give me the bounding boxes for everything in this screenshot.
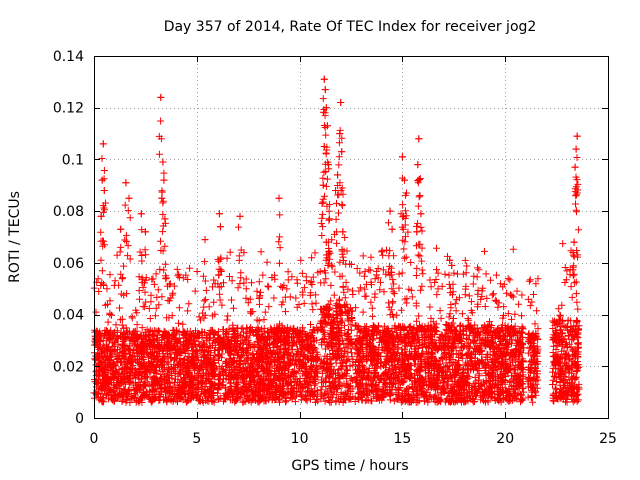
y-tick-label: 0.04 xyxy=(53,308,84,324)
y-tick-label: 0.1 xyxy=(62,152,84,168)
x-tick-label: 5 xyxy=(192,431,201,447)
y-tick-label: 0.08 xyxy=(53,204,84,220)
y-tick-label: 0.02 xyxy=(53,359,84,375)
plot-frame xyxy=(94,56,609,419)
x-tick-label: 0 xyxy=(90,431,99,447)
y-tick-label: 0.12 xyxy=(53,101,84,117)
x-tick-label: 25 xyxy=(599,431,617,447)
y-tick-label: 0.14 xyxy=(53,49,84,65)
x-axis-ticks: 0 5 10 15 20 25 xyxy=(90,56,617,447)
x-tick-label: 15 xyxy=(393,431,411,447)
x-axis-label: GPS time / hours xyxy=(291,458,408,474)
x-tick-label: 10 xyxy=(291,431,309,447)
chart-title: Day 357 of 2014, Rate Of TEC Index for r… xyxy=(164,19,537,35)
roti-marker-cloud xyxy=(90,75,583,406)
y-tick-label: 0.06 xyxy=(53,256,84,272)
y-tick-label: 0 xyxy=(75,411,84,427)
y-axis-label: ROTI / TECUs xyxy=(7,191,23,283)
data-points xyxy=(90,75,583,406)
x-tick-label: 20 xyxy=(496,431,514,447)
y-axis-ticks: 0 0.02 0.04 0.06 0.08 0.1 0.12 0.14 xyxy=(53,49,608,427)
